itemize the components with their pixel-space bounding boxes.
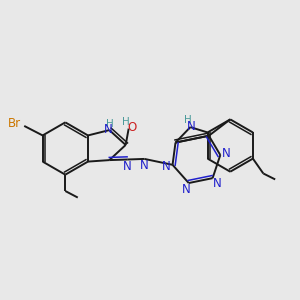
Text: N: N [182, 183, 191, 196]
Text: H: H [106, 118, 114, 128]
Text: N: N [222, 147, 231, 160]
Text: N: N [140, 159, 149, 172]
Text: N: N [187, 120, 195, 133]
Text: N: N [123, 160, 132, 172]
Text: H: H [122, 117, 130, 127]
Text: N: N [103, 123, 112, 136]
Text: N: N [213, 176, 221, 190]
Text: N: N [162, 160, 170, 172]
Text: H: H [184, 115, 191, 125]
Text: O: O [128, 121, 137, 134]
Text: Br: Br [8, 117, 21, 130]
